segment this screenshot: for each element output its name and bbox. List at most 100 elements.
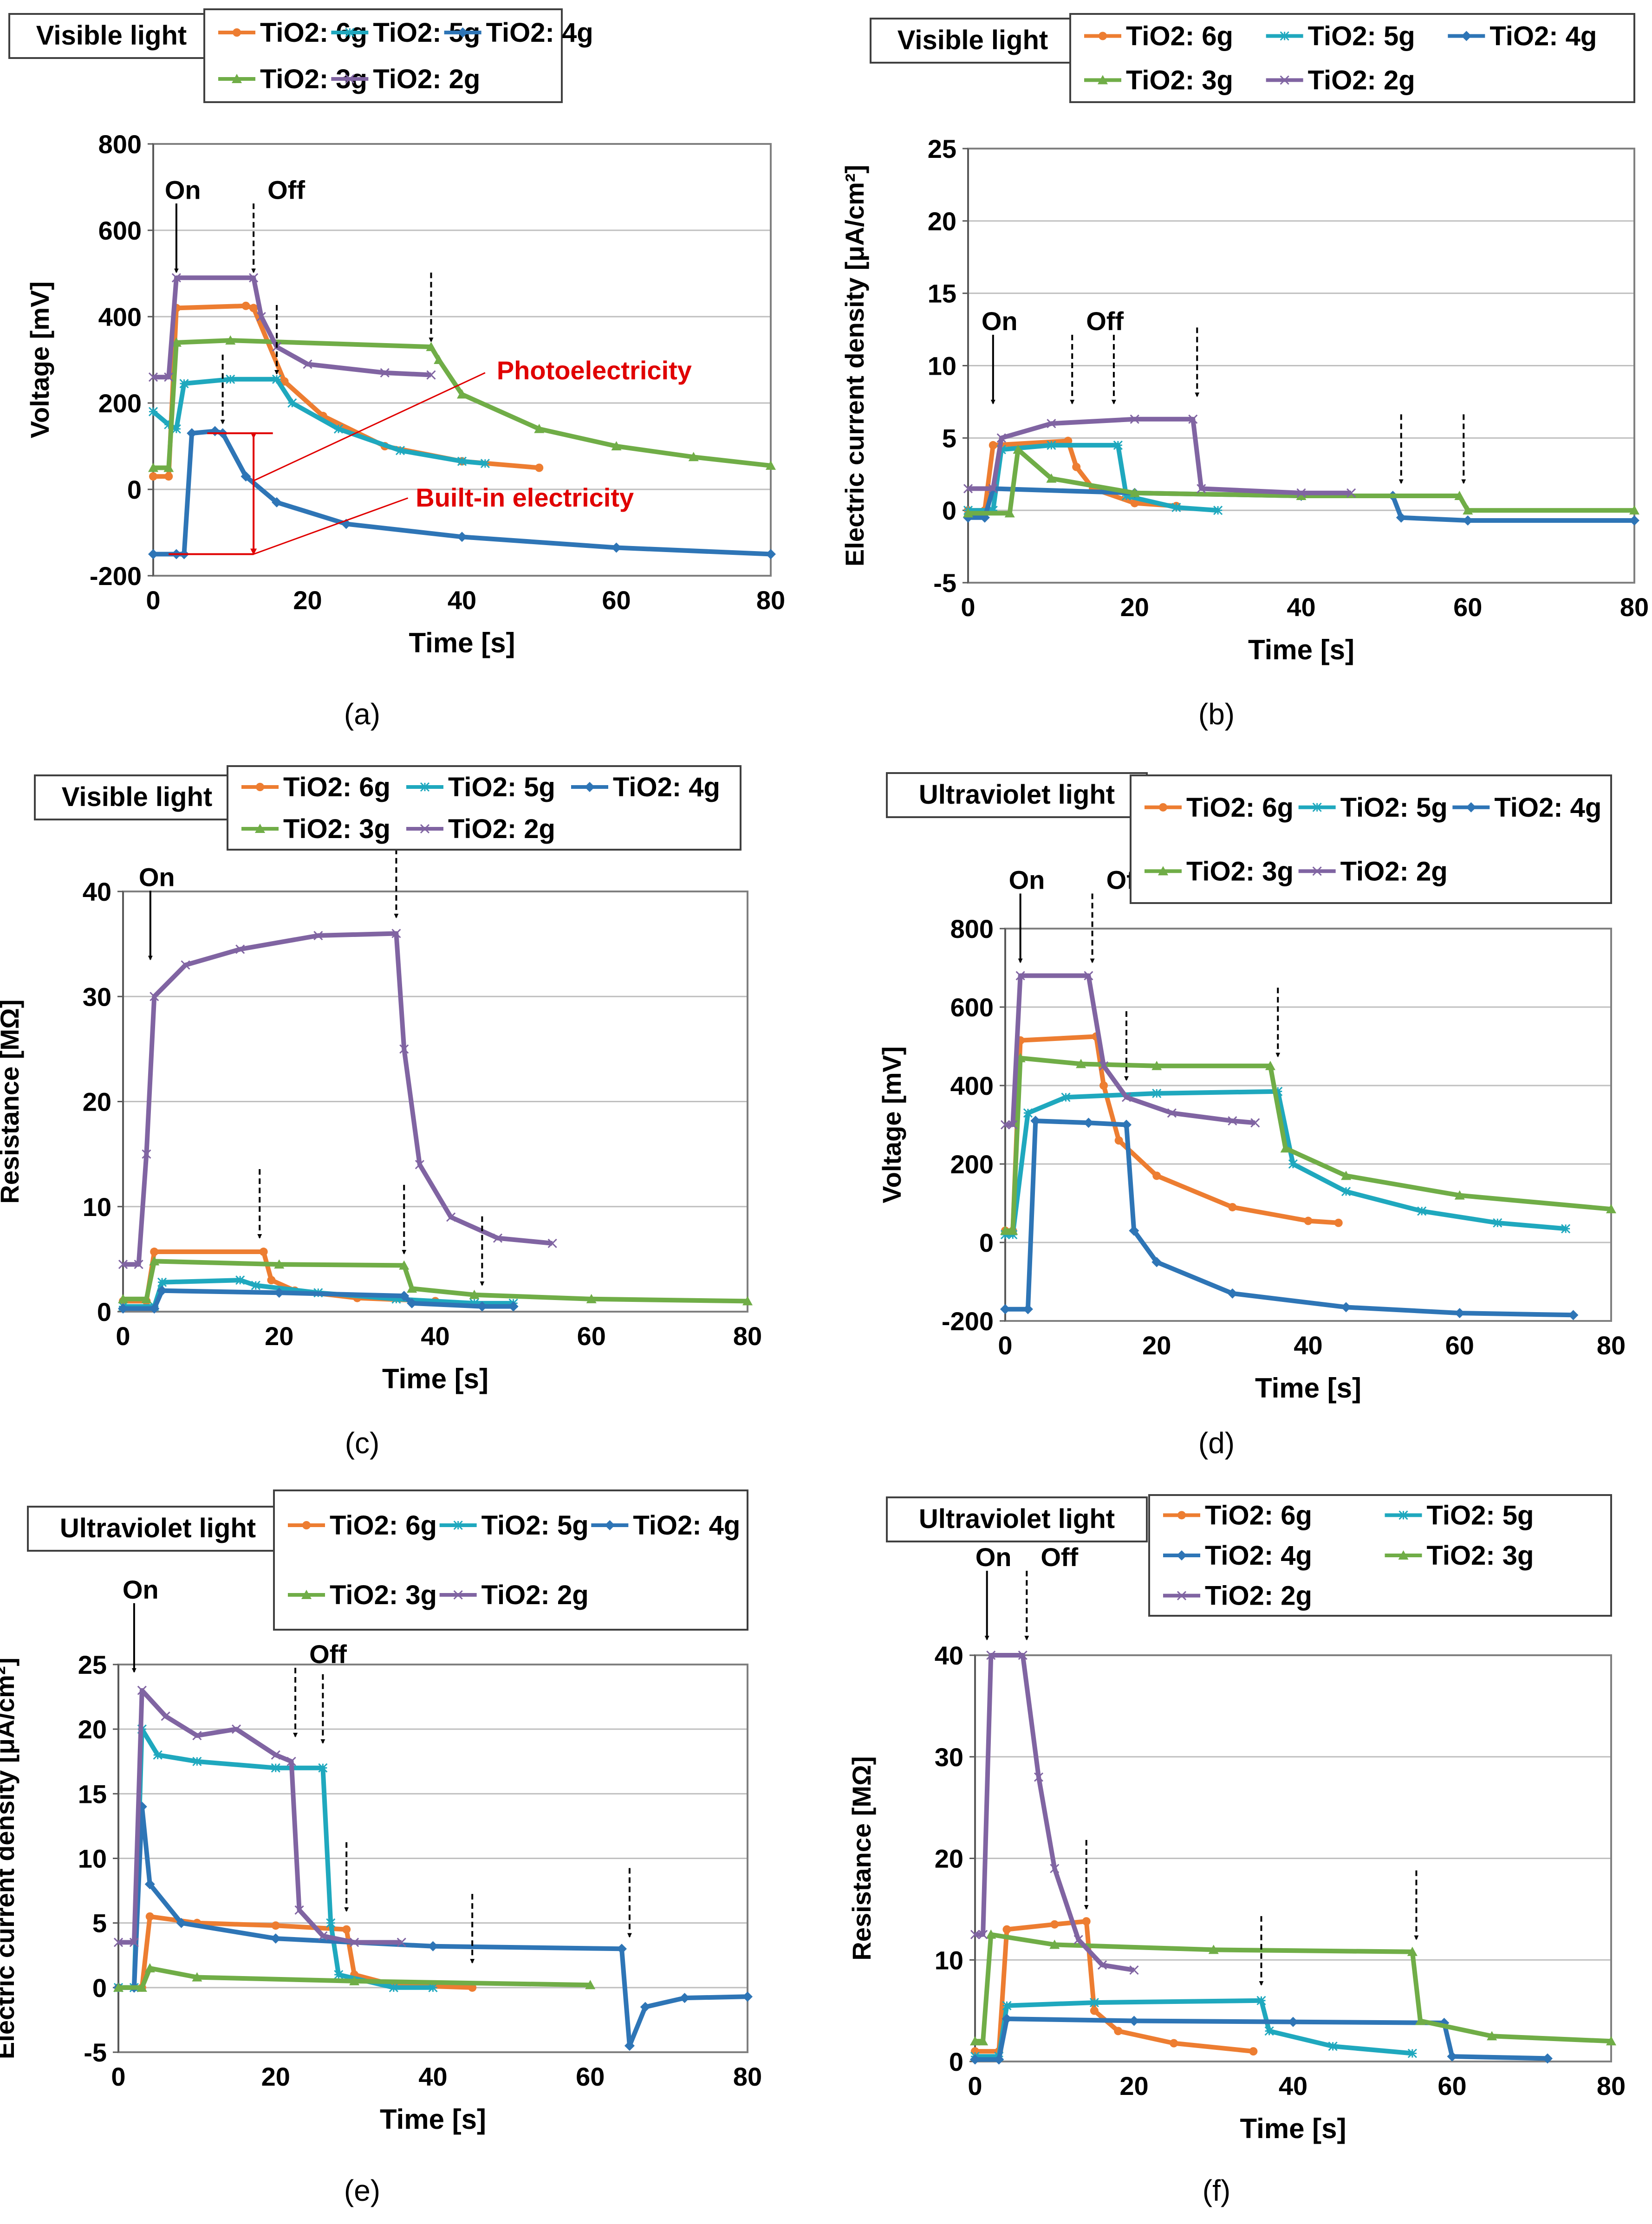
series-tio25g bbox=[148, 374, 490, 468]
series-line bbox=[118, 1688, 402, 1945]
data-point bbox=[1000, 1225, 1010, 1235]
x-tick-label: 0 bbox=[146, 585, 160, 615]
data-point bbox=[477, 1301, 488, 1312]
data-point bbox=[988, 506, 998, 515]
legend-entry: TiO2: 2g bbox=[331, 64, 480, 94]
data-point bbox=[688, 452, 699, 462]
data-point bbox=[1227, 1288, 1238, 1299]
legend-entry: TiO2: 6g bbox=[241, 772, 390, 802]
legend: TiO2: 6g TiO2: 5g TiO2: 4g TiO2: 3g TiO2: 2g bbox=[227, 765, 741, 851]
callout-built-in-electricity: Built-in electricity bbox=[416, 483, 634, 512]
data-point bbox=[1417, 1206, 1427, 1216]
legend-box bbox=[1069, 13, 1635, 103]
legend-marker bbox=[1098, 75, 1108, 85]
legend-label: TiO2: 6g bbox=[1205, 1500, 1312, 1530]
legend-entry: TiO2: 3g bbox=[1385, 1541, 1534, 1571]
data-point bbox=[192, 1731, 202, 1741]
data-point bbox=[963, 484, 973, 494]
data-point bbox=[1341, 1171, 1352, 1180]
data-point bbox=[1129, 2016, 1139, 2026]
legend-box bbox=[1130, 774, 1612, 904]
data-point bbox=[1072, 462, 1081, 471]
data-point bbox=[493, 1233, 503, 1243]
data-point bbox=[1228, 1203, 1237, 1211]
data-point bbox=[1250, 1118, 1260, 1128]
data-point bbox=[1415, 2016, 1425, 2025]
legend-marker bbox=[1312, 802, 1322, 812]
data-point bbox=[1629, 515, 1639, 526]
data-point bbox=[1047, 419, 1056, 429]
data-point bbox=[468, 1983, 477, 1992]
data-point bbox=[251, 1281, 260, 1290]
data-point bbox=[415, 1160, 424, 1170]
legend-marker bbox=[1280, 75, 1289, 85]
on-label: On bbox=[139, 862, 175, 891]
data-point bbox=[171, 424, 181, 434]
y-tick-label: 800 bbox=[98, 130, 142, 159]
data-point bbox=[118, 1260, 128, 1269]
legend-box bbox=[227, 765, 741, 851]
data-point bbox=[1082, 1917, 1091, 1926]
data-point bbox=[113, 1982, 124, 1992]
series-tio25g bbox=[970, 1996, 1417, 2061]
data-point bbox=[624, 2041, 635, 2051]
data-point bbox=[446, 1212, 456, 1222]
data-point bbox=[1188, 414, 1198, 424]
y-tick-label: 0 bbox=[942, 496, 956, 525]
legend-marker bbox=[302, 1521, 311, 1529]
data-point bbox=[235, 1275, 245, 1285]
data-point bbox=[280, 377, 289, 386]
legend-label: TiO2: 5g bbox=[1308, 21, 1415, 52]
legend-label: TiO2: 3g bbox=[1186, 856, 1294, 886]
data-point bbox=[640, 2002, 650, 2012]
legend-entry: TiO2: 6g bbox=[288, 1510, 437, 1541]
y-tick-label: 5 bbox=[942, 423, 956, 453]
x-tick-label: 60 bbox=[576, 2062, 605, 2091]
legend-marker bbox=[255, 824, 265, 833]
legend: TiO2: 6g TiO2: 5g TiO2: 4g TiO2: 3g TiO2: 2g bbox=[273, 1489, 748, 1631]
legend-label: TiO2: 5g bbox=[481, 1510, 589, 1541]
data-point bbox=[407, 1298, 417, 1308]
data-point bbox=[391, 1294, 401, 1304]
panel-caption: (f) bbox=[1203, 2174, 1230, 2207]
data-point bbox=[428, 1941, 438, 1951]
x-tick-label: 60 bbox=[577, 1321, 606, 1351]
data-point bbox=[1542, 2053, 1553, 2064]
data-point bbox=[163, 462, 174, 472]
data-point bbox=[508, 1301, 519, 1312]
x-tick-label: 0 bbox=[961, 592, 975, 622]
legend-entry: TiO2: 5g bbox=[1298, 793, 1448, 823]
y-tick-label: 40 bbox=[935, 1641, 963, 1670]
y-tick-label: 20 bbox=[935, 1844, 963, 1873]
legend-label: TiO2: 4g bbox=[633, 1510, 740, 1541]
data-point bbox=[989, 441, 997, 449]
data-point bbox=[1341, 1302, 1352, 1313]
data-point bbox=[742, 1991, 753, 2002]
data-point bbox=[1061, 1092, 1071, 1102]
data-point bbox=[457, 456, 467, 466]
data-point bbox=[137, 1685, 147, 1695]
data-point bbox=[766, 549, 776, 559]
legend: TiO2: 6g TiO2: 5g TiO2: 4g TiO2: 3g TiO2: 2g bbox=[1069, 13, 1635, 103]
y-tick-label: 20 bbox=[83, 1087, 111, 1117]
data-point bbox=[1213, 506, 1223, 515]
legend-marker bbox=[1158, 866, 1168, 876]
series-line bbox=[968, 438, 1177, 513]
legend-marker bbox=[1159, 803, 1167, 812]
y-tick-label: 5 bbox=[92, 1909, 107, 1938]
series-tio22g bbox=[118, 929, 557, 1269]
data-point bbox=[1629, 505, 1639, 515]
data-point bbox=[457, 389, 467, 399]
data-point bbox=[1396, 512, 1406, 523]
legend-marker bbox=[605, 1520, 615, 1530]
data-point bbox=[118, 1303, 128, 1314]
data-point bbox=[1264, 2026, 1274, 2036]
data-point bbox=[249, 273, 259, 283]
x-axis-title: Time [s] bbox=[382, 1363, 488, 1394]
data-point bbox=[267, 1276, 276, 1285]
data-point bbox=[1090, 2006, 1099, 2015]
legend-entry: TiO2: 4g bbox=[444, 18, 593, 48]
x-tick-label: 20 bbox=[265, 1321, 293, 1351]
data-point bbox=[1152, 1171, 1161, 1180]
